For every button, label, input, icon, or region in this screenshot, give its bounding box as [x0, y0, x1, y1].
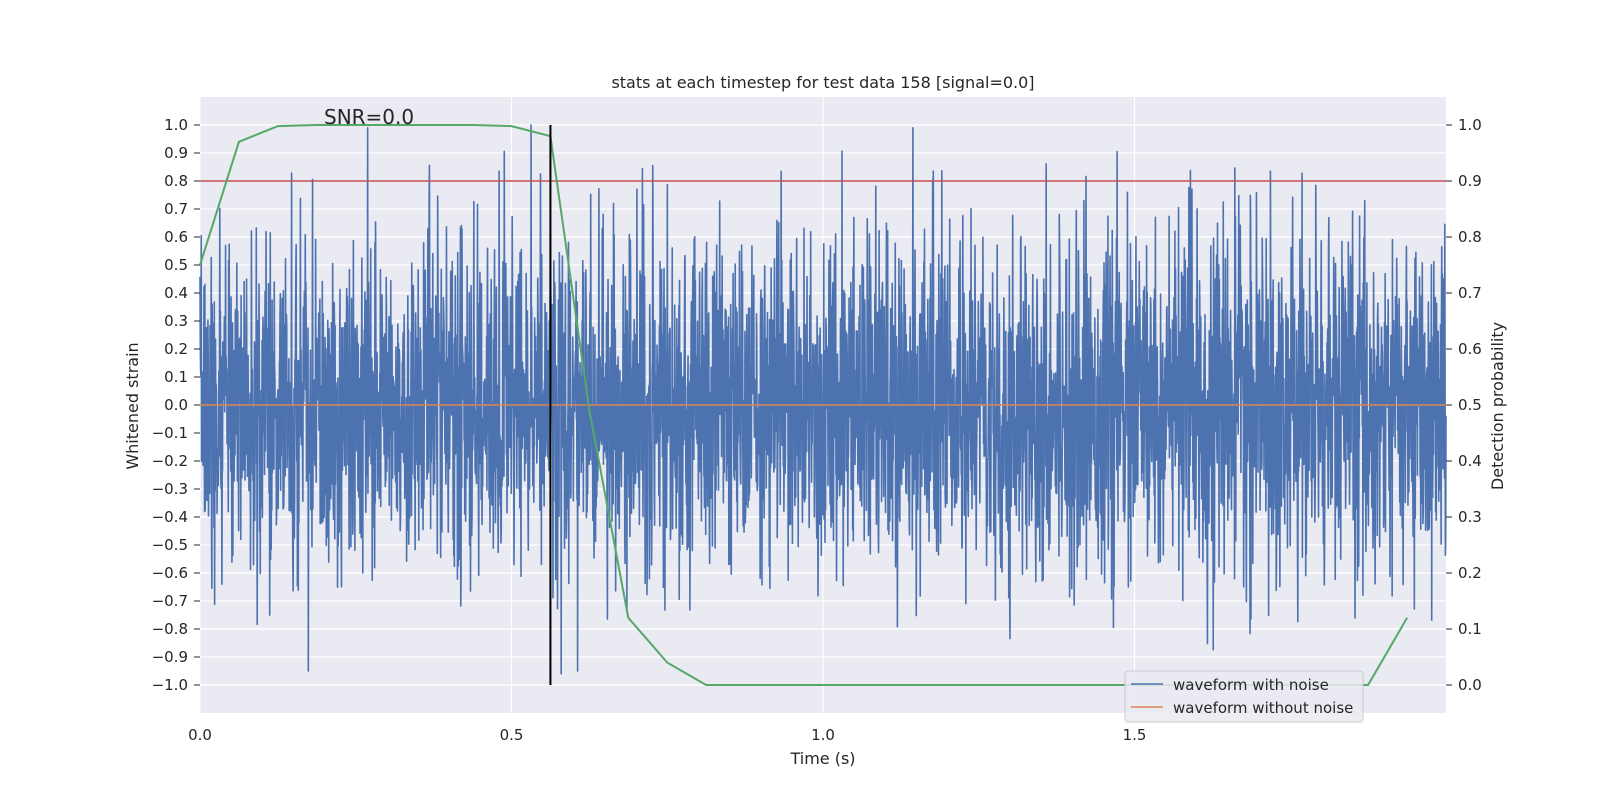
snr-annotation: SNR=0.0: [324, 105, 414, 129]
legend: waveform with noise waveform without noi…: [1124, 670, 1364, 723]
y-right-tick-label: 1.0: [1458, 116, 1482, 134]
y-left-tick-label: 0.5: [164, 256, 188, 274]
y-left-tick-label: 0.6: [164, 228, 188, 246]
y-right-tick-label: 0.4: [1458, 452, 1482, 470]
x-tick-label: 0.5: [500, 726, 524, 744]
x-tick-label: 1.5: [1123, 726, 1147, 744]
y-right-tick-label: 0.6: [1458, 340, 1482, 358]
y-right-tick-label: 0.7: [1458, 284, 1482, 302]
y-axis-right-label: Detection probability: [1488, 322, 1507, 490]
y-left-tick-label: −0.2: [152, 452, 188, 470]
y-left-tick-label: −1.0: [152, 676, 188, 694]
y-right-tick-label: 0.8: [1458, 228, 1482, 246]
waveform-with-noise-line: [199, 124, 1447, 675]
y-left-tick-label: −0.8: [152, 620, 188, 638]
legend-label-clean: waveform without noise: [1173, 699, 1353, 717]
y-left-tick-label: −0.1: [152, 424, 188, 442]
y-axis-left-label: Whitened strain: [123, 342, 142, 469]
axis-ticks: 0.0 0.5 1.0 1.5 1.0 0.9 0.8 0.7 0.6 0.5 0.4 0.3 0.2 0…: [152, 116, 1482, 744]
y-right-tick-label: 0.2: [1458, 564, 1482, 582]
y-left-tick-label: 0.3: [164, 312, 188, 330]
y-left-tick-label: −0.9: [152, 648, 188, 666]
legend-box: [1124, 670, 1364, 723]
y-left-tick-label: 0.7: [164, 200, 188, 218]
y-left-tick-label: 0.2: [164, 340, 188, 358]
chart-title: stats at each timestep for test data 158…: [611, 73, 1034, 92]
y-left-tick-label: 0.8: [164, 172, 188, 190]
y-left-tick-label: −0.4: [152, 508, 188, 526]
y-left-tick-label: −0.7: [152, 592, 188, 610]
x-axis-label: Time (s): [789, 749, 855, 768]
y-right-tick-label: 0.1: [1458, 620, 1482, 638]
y-right-tick-label: 0.3: [1458, 508, 1482, 526]
y-right-tick-label: 0.9: [1458, 172, 1482, 190]
y-left-tick-label: 0.9: [164, 144, 188, 162]
x-tick-label: 0.0: [188, 726, 212, 744]
y-left-tick-label: 0.4: [164, 284, 188, 302]
waveform-with-noise-path: [199, 124, 1447, 675]
x-tick-label: 1.0: [811, 726, 835, 744]
y-left-tick-label: 0.1: [164, 368, 188, 386]
y-left-tick-label: 1.0: [164, 116, 188, 134]
legend-label-noise: waveform with noise: [1173, 676, 1329, 694]
y-left-tick-label: −0.5: [152, 536, 188, 554]
y-left-tick-label: 0.0: [164, 396, 188, 414]
y-left-tick-label: −0.6: [152, 564, 188, 582]
y-right-tick-label: 0.0: [1458, 676, 1482, 694]
y-left-tick-label: −0.3: [152, 480, 188, 498]
y-right-tick-label: 0.5: [1458, 396, 1482, 414]
